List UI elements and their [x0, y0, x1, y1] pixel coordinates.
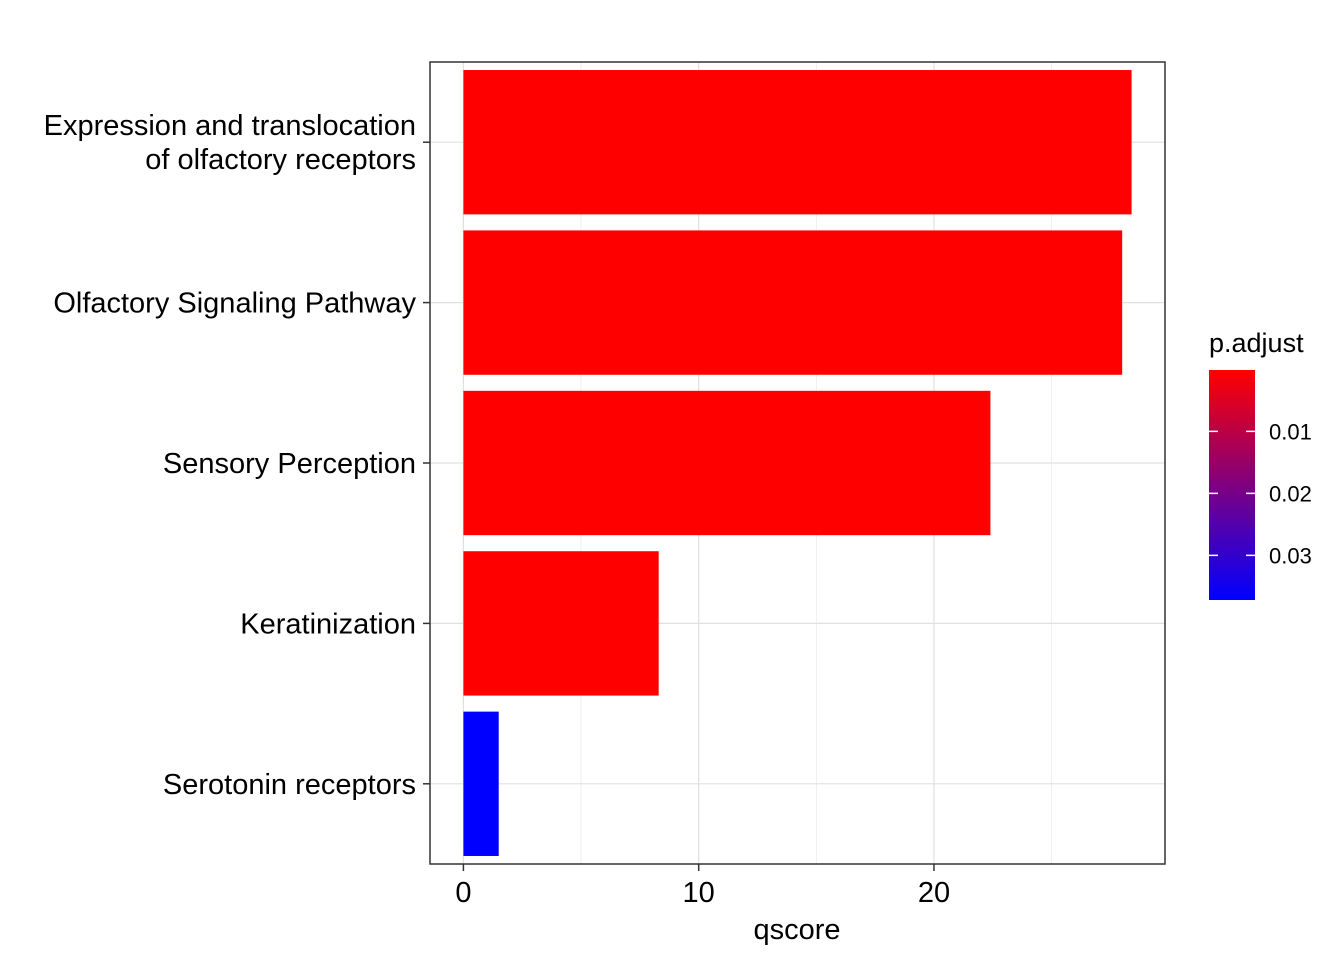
x-tick-label: 20	[918, 877, 950, 909]
y-tick-label: Sensory Perception	[163, 448, 416, 480]
legend-tick-label: 0.02	[1269, 481, 1312, 506]
x-tick-label: 10	[683, 877, 715, 909]
legend-title: p.adjust	[1209, 328, 1304, 358]
bar	[463, 70, 1132, 215]
legend-colorbar	[1209, 370, 1255, 600]
legend-tick-label: 0.03	[1269, 543, 1312, 568]
bar	[463, 230, 1123, 375]
y-tick-label: Expression and translocation of olfactory…	[44, 110, 416, 176]
y-tick-label: Keratinization	[240, 608, 416, 640]
bars	[463, 70, 1132, 856]
bar	[463, 390, 991, 536]
y-tick-label: Serotonin receptors	[163, 769, 416, 801]
y-axis: Expression and translocation of olfactory…	[44, 110, 430, 801]
bar	[463, 551, 659, 696]
x-axis-title: qscore	[753, 914, 840, 946]
legend: p.adjust 0.01 0.02 0.03	[1209, 328, 1312, 600]
y-tick-label: Olfactory Signaling Pathway	[53, 288, 416, 320]
x-axis: 0 10 20	[455, 864, 950, 909]
bar	[463, 711, 499, 856]
x-tick-label: 0	[455, 877, 471, 909]
legend-tick-label: 0.01	[1269, 419, 1312, 444]
legend-ticks: 0.01 0.02 0.03	[1209, 419, 1312, 568]
